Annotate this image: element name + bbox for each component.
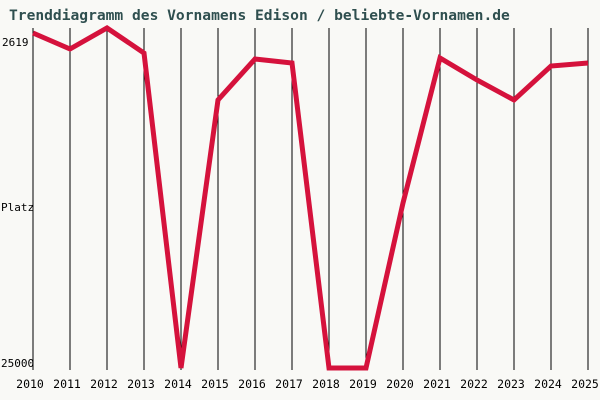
x-tick-label-2012: 2012 [90, 377, 118, 391]
x-tick-label-2019: 2019 [349, 377, 377, 391]
x-tick-label-2023: 2023 [497, 377, 525, 391]
chart-title: Trenddiagramm des Vornamens Edison / bel… [9, 7, 510, 24]
x-tick-label-2010: 2010 [16, 377, 44, 391]
trend-line [32, 25, 589, 371]
x-tick-label-2018: 2018 [312, 377, 340, 391]
x-tick-label-2022: 2022 [460, 377, 488, 391]
x-tick-label-2021: 2021 [423, 377, 451, 391]
y-axis-best-rank-label: 2619 [2, 36, 29, 49]
y-axis-worst-rank-label: 25000 [1, 357, 35, 370]
x-tick-label-2024: 2024 [534, 377, 562, 391]
x-tick-label-2016: 2016 [238, 377, 266, 391]
x-tick-label-2011: 2011 [53, 377, 81, 391]
x-tick-label-2013: 2013 [127, 377, 155, 391]
x-tick-label-2017: 2017 [275, 377, 303, 391]
x-tick-label-2014: 2014 [164, 377, 192, 391]
x-tick-label-2020: 2020 [386, 377, 414, 391]
x-tick-label-2025: 2025 [571, 377, 599, 391]
x-tick-label-2015: 2015 [201, 377, 229, 391]
y-axis-title-platz: Platz [1, 201, 35, 214]
